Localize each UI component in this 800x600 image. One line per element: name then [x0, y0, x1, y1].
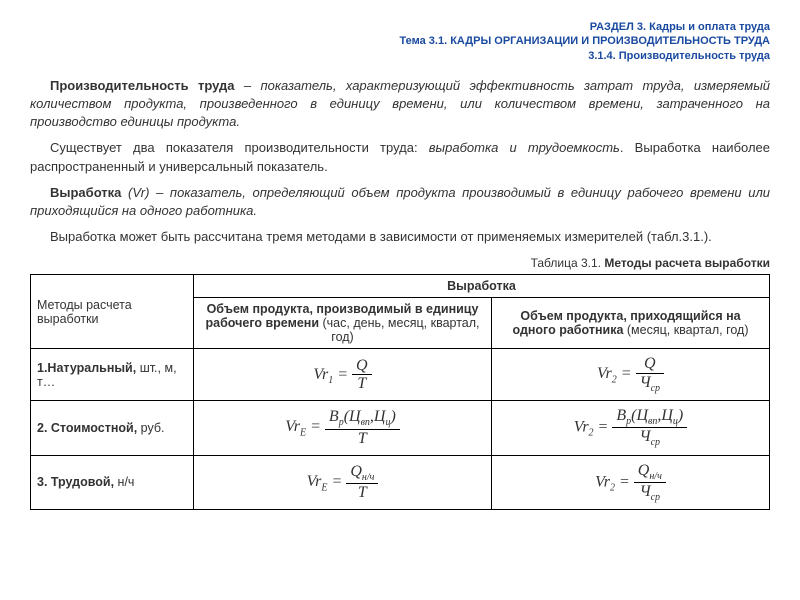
- sym-sub: н/ч: [362, 472, 375, 483]
- sym: В: [329, 408, 339, 425]
- formula-vr2-qch: Vr2 = Q Чср: [492, 349, 770, 401]
- methods-table: Методы расчета выработки Выработка Объем…: [30, 274, 770, 510]
- sym: Ч: [640, 374, 651, 391]
- table-row: 2. Стоимостной, руб. VrE = Вр(Цвп,Цц) T …: [31, 401, 770, 455]
- sym-sub: ср: [651, 438, 660, 449]
- row2-label: 2. Стоимостной, руб.: [31, 401, 194, 455]
- term-productivity: Производительность труда: [50, 78, 234, 93]
- sym-vr: Vr: [285, 419, 300, 436]
- p4-text: Выработка может быть рассчитана тремя ме…: [50, 229, 712, 244]
- row2-bold: 2. Стоимостной,: [37, 421, 137, 435]
- document-header: РАЗДЕЛ 3. Кадры и оплата труда Тема 3.1.…: [30, 20, 770, 63]
- sym-sub: E: [321, 482, 327, 493]
- num: Вр(Цвп,Цц): [612, 407, 687, 428]
- table-title: Методы расчета выработки: [601, 256, 770, 270]
- table-caption: Таблица 3.1. Методы расчета выработки: [30, 256, 770, 270]
- formula-vr2-bp-ch: Vr2 = Вр(Цвп,Цц) Чср: [492, 401, 770, 455]
- sym: Q: [350, 463, 362, 480]
- sym-sub: E: [300, 428, 306, 439]
- col-header-pertime: Объем продукта, производимый в единицу р…: [194, 298, 492, 349]
- sym-q: Q: [636, 355, 664, 374]
- sym-sub: ср: [651, 492, 660, 503]
- sym-sub: вп: [361, 418, 370, 429]
- row3-label: 3. Трудовой, н/ч: [31, 455, 194, 509]
- num: Qн/ч: [634, 462, 666, 483]
- sym: Ц: [661, 407, 673, 424]
- row1-bold: 1.Натуральный,: [37, 361, 136, 375]
- p2-text-a: Существует два показателя производительн…: [50, 140, 429, 155]
- fraction: Вр(Цвп,Цц) Чср: [612, 407, 687, 448]
- p3-text: (Vr) – показатель, определяющий объем пр…: [30, 185, 770, 218]
- fraction: Qн/ч Чср: [634, 462, 666, 503]
- sym-sub: 1: [328, 375, 333, 386]
- row3-bold: 3. Трудовой,: [37, 475, 114, 489]
- sym-t: T: [352, 375, 372, 393]
- sym-sub: 2: [610, 482, 615, 493]
- sym: Ц: [349, 408, 361, 425]
- sym-sub: ср: [651, 383, 660, 394]
- col-out1-rest: (час, день, месяц, квартал, год): [319, 316, 479, 344]
- row2-rest: руб.: [137, 421, 164, 435]
- term-output: Выработка: [50, 185, 121, 200]
- paragraph-1: Производительность труда – показатель, х…: [30, 77, 770, 132]
- sym-sub: вп: [648, 416, 657, 427]
- fraction: Q Чср: [636, 355, 664, 394]
- formula-vrE-bp-t: VrE = Вр(Цвп,Цц) T: [194, 401, 492, 455]
- paragraph-3: Выработка (Vr) – показатель, определяющи…: [30, 184, 770, 220]
- sym-q: Q: [352, 357, 372, 376]
- header-line1: РАЗДЕЛ 3. Кадры и оплата труда: [30, 20, 770, 34]
- num: Qн/ч: [346, 463, 378, 484]
- sym-sub: н/ч: [649, 471, 662, 482]
- col-header-perworker: Объем продукта, приходящийся на одного р…: [492, 298, 770, 349]
- sym: Ч: [640, 428, 651, 445]
- sym-sub: 2: [589, 428, 594, 439]
- sym: ): [390, 408, 395, 425]
- sym-t: T: [325, 430, 400, 448]
- sym: Ц: [374, 408, 386, 425]
- header-line2: Тема 3.1. КАДРЫ ОРГАНИЗАЦИИ И ПРОИЗВОДИТ…: [30, 34, 770, 48]
- sym: Q: [638, 462, 650, 479]
- sym: Ц: [636, 407, 648, 424]
- p2-italic: выработка и трудоемкость: [429, 140, 620, 155]
- formula-vr2-qnch-ch: Vr2 = Qн/ч Чср: [492, 455, 770, 509]
- sym-ch: Чср: [612, 428, 687, 448]
- fraction: Qн/ч T: [346, 463, 378, 502]
- row3-rest: н/ч: [114, 475, 134, 489]
- table-row: 1.Натуральный, шт., м, т… Vr1 = Q T Vr2 …: [31, 349, 770, 401]
- sym: ): [678, 407, 683, 424]
- fraction: Вр(Цвп,Цц) T: [325, 408, 400, 447]
- sym-sub: 2: [612, 375, 617, 386]
- sym-vr: Vr: [595, 473, 610, 490]
- table-row: Методы расчета выработки Выработка: [31, 275, 770, 298]
- sym: В: [616, 407, 626, 424]
- sym-ch: Чср: [636, 374, 664, 394]
- header-line3: 3.1.4. Производительность труда: [30, 49, 770, 63]
- sym: Ч: [640, 483, 651, 500]
- formula-vr1-qt: Vr1 = Q T: [194, 349, 492, 401]
- sym-vr: Vr: [313, 365, 328, 382]
- num: Вр(Цвп,Цц): [325, 408, 400, 429]
- sym-t: T: [346, 484, 378, 502]
- fraction: Q T: [352, 357, 372, 393]
- sym-vr: Vr: [597, 365, 612, 382]
- col-header-methods: Методы расчета выработки: [31, 275, 194, 349]
- row1-label: 1.Натуральный, шт., м, т…: [31, 349, 194, 401]
- table-row: 3. Трудовой, н/ч VrE = Qн/ч T Vr2 = Qн/ч…: [31, 455, 770, 509]
- col-header-output: Выработка: [194, 275, 770, 298]
- sym-vr: Vr: [307, 473, 322, 490]
- col-out2-rest: (месяц, квартал, год): [623, 323, 748, 337]
- paragraph-2: Существует два показателя производительн…: [30, 139, 770, 175]
- table-number: Таблица 3.1.: [531, 256, 601, 270]
- formula-vrE-qnch-t: VrE = Qн/ч T: [194, 455, 492, 509]
- sym-ch: Чср: [634, 483, 666, 503]
- paragraph-4: Выработка может быть рассчитана тремя ме…: [30, 228, 770, 246]
- sym-vr: Vr: [574, 419, 589, 436]
